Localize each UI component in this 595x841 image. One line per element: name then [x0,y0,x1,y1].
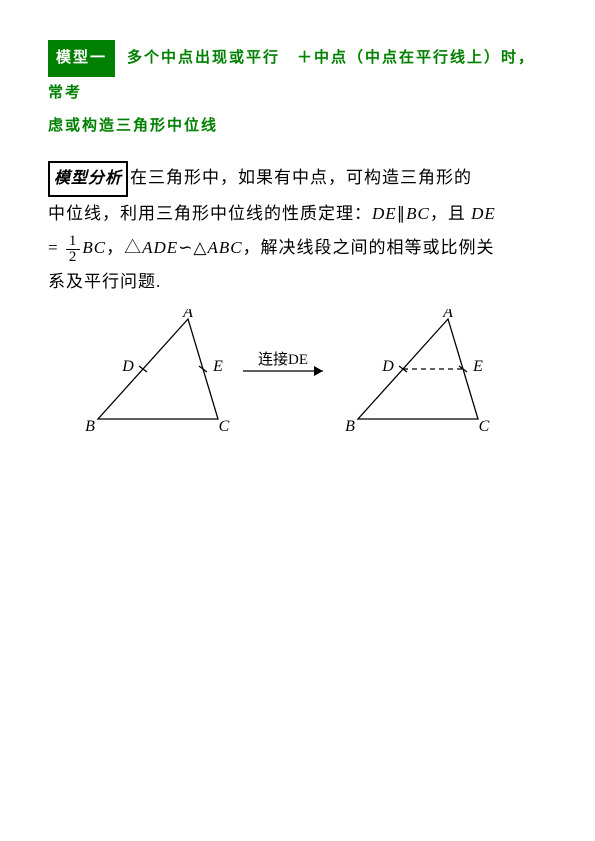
triangle-diagram: A B C D E 连接DE A B C [78,309,508,444]
analysis-line2a: 中位线，利用三角形中位线的性质定理： [48,204,372,223]
title-text-1: 多个中点出现或平行 ＋中点（中点在平行线上）时，常考 [48,50,535,101]
title-text-2: 虑或构造三角形中位线 [48,110,547,143]
connect-label: 连接DE [258,351,308,368]
math-ade: ADE [142,238,178,257]
label-c-left: C [219,418,230,435]
math-abc: ABC [207,238,242,257]
analysis-line3g: ，解决线段之间的相等或比例关 [243,238,495,257]
analysis-block: 模型分析在三角形中，如果有中点，可构造三角形的 中位线，利用三角形中位线的性质定… [48,161,547,299]
analysis-eq: = [48,238,64,257]
label-d-left: D [121,358,134,375]
math-parallel: ∥ [397,204,407,223]
label-b-left: B [85,418,95,435]
math-de2: DE [471,204,496,223]
connect-arrow: 连接DE [243,351,323,376]
title-block: 模型一多个中点出现或平行 ＋中点（中点在平行线上）时，常考 虑或构造三角形中位线 [48,40,547,143]
math-de: DE [372,204,397,223]
label-a-left: A [182,309,193,321]
analysis-line2e: ，且 [430,204,471,223]
frac-den: 2 [66,250,81,265]
analysis-line3c: ，△ [106,238,142,257]
analysis-line3e: ∽△ [178,238,207,257]
label-e-right: E [472,358,483,375]
label-c-right: C [479,418,490,435]
model-badge: 模型一 [48,40,115,77]
triangle-right: A B C D E [345,309,490,435]
label-b-right: B [345,418,355,435]
math-bc2: BC [82,238,106,257]
fraction: 12 [66,234,81,265]
analysis-line1: 在三角形中，如果有中点，可构造三角形的 [130,168,472,187]
frac-num: 1 [66,234,81,250]
triangle-left: A B C D E [85,309,230,435]
label-a-right: A [442,309,453,321]
analysis-line4: 系及平行问题. [48,265,547,299]
diagram-row: A B C D E 连接DE A B C [78,309,547,449]
analysis-badge: 模型分析 [48,161,128,197]
math-bc: BC [406,204,430,223]
label-e-left: E [212,358,223,375]
label-d-right: D [381,358,394,375]
